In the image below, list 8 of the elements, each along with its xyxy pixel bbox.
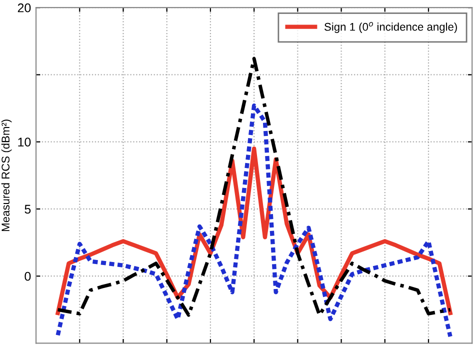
legend-label: Sign 1 (0$^{o}$ incidence angle) (324, 22, 457, 33)
y-tick-label: 0 (24, 272, 31, 281)
y-axis-title: Measured RCS (dBm²) (1, 120, 12, 231)
line-series (56, 104, 452, 339)
line-series (56, 56, 452, 317)
y-tick-label: 10 (18, 138, 31, 147)
y-tick-label: 20 (18, 3, 31, 12)
y-tick-label: 5 (24, 204, 31, 214)
